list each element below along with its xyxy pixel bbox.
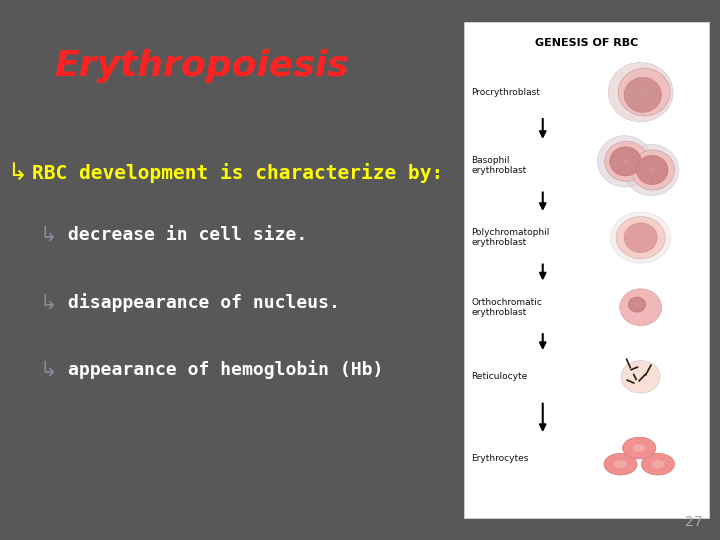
Ellipse shape <box>633 444 646 452</box>
Text: disappearance of nucleus.: disappearance of nucleus. <box>68 293 341 312</box>
Ellipse shape <box>614 460 627 468</box>
Ellipse shape <box>604 454 637 475</box>
Ellipse shape <box>629 297 646 312</box>
Text: appearance of hemoglobin (Hb): appearance of hemoglobin (Hb) <box>68 360 384 380</box>
Ellipse shape <box>642 454 675 475</box>
Text: Orthochromatic
erythroblast: Orthochromatic erythroblast <box>472 298 542 317</box>
Ellipse shape <box>624 144 679 195</box>
Ellipse shape <box>616 217 665 259</box>
Ellipse shape <box>624 223 657 253</box>
FancyBboxPatch shape <box>464 22 709 518</box>
Ellipse shape <box>608 63 673 122</box>
Ellipse shape <box>611 212 671 264</box>
Ellipse shape <box>605 141 648 181</box>
Text: decrease in cell size.: decrease in cell size. <box>68 226 307 244</box>
Text: Procrythroblast: Procrythroblast <box>472 87 541 97</box>
Ellipse shape <box>652 460 665 468</box>
Text: ↳: ↳ <box>40 225 57 245</box>
Text: ↳: ↳ <box>7 161 27 185</box>
Ellipse shape <box>621 361 660 393</box>
Text: ↳: ↳ <box>40 292 57 313</box>
Text: Erythrocytes: Erythrocytes <box>472 454 529 463</box>
Text: ↳: ↳ <box>40 360 57 380</box>
Ellipse shape <box>618 69 670 116</box>
Text: 27: 27 <box>685 515 702 529</box>
Ellipse shape <box>623 437 656 459</box>
Ellipse shape <box>610 147 642 176</box>
Ellipse shape <box>624 77 662 112</box>
Text: Erythropoiesis: Erythropoiesis <box>54 49 348 83</box>
Ellipse shape <box>620 289 662 326</box>
Text: Polychromatophil
erythroblast: Polychromatophil erythroblast <box>472 228 550 247</box>
Text: Reticulocyte: Reticulocyte <box>472 372 528 381</box>
Text: Basophil
erythroblast: Basophil erythroblast <box>472 156 527 176</box>
Ellipse shape <box>636 156 668 185</box>
Text: GENESIS OF RBC: GENESIS OF RBC <box>535 38 639 48</box>
Text: RBC development is characterize by:: RBC development is characterize by: <box>32 163 444 183</box>
Ellipse shape <box>598 136 652 187</box>
Ellipse shape <box>631 150 675 190</box>
